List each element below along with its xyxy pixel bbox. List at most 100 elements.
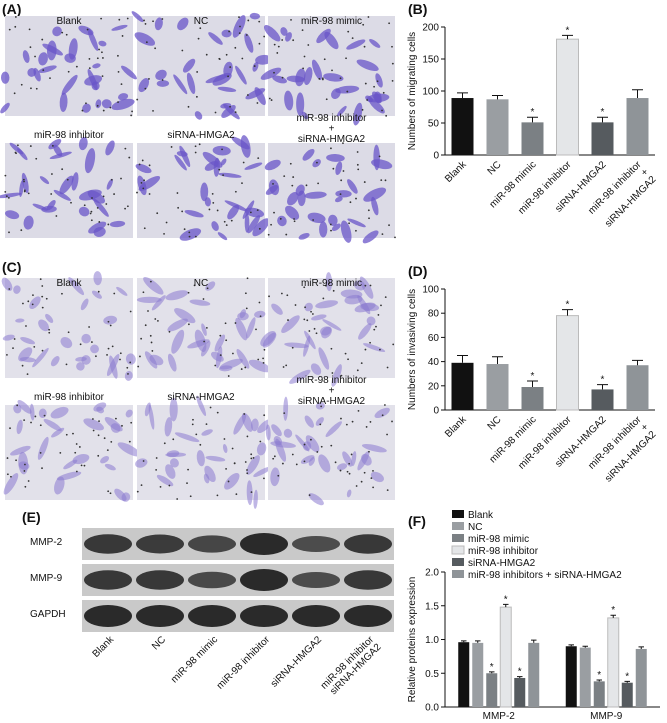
y-tick-label: 50 — [428, 119, 440, 130]
legend-swatch — [452, 534, 464, 542]
cell — [134, 32, 156, 46]
cell — [105, 140, 115, 156]
pore — [258, 227, 261, 230]
pore — [147, 310, 149, 312]
cell — [304, 302, 313, 312]
pore — [246, 469, 248, 471]
pore — [363, 181, 366, 183]
pore — [154, 318, 157, 320]
image-caption-line: miR-98 inhibitor — [296, 113, 367, 124]
cell — [318, 454, 331, 473]
pore — [291, 184, 294, 187]
pore — [306, 319, 309, 322]
pore — [90, 219, 93, 222]
pore — [79, 343, 82, 346]
cell — [54, 476, 65, 495]
y-tick-label: 20 — [428, 381, 440, 392]
cell — [233, 413, 247, 435]
micrograph — [131, 11, 272, 120]
cell — [265, 424, 271, 441]
pore — [117, 101, 119, 104]
cell — [304, 415, 314, 428]
pore — [216, 411, 219, 414]
bar — [607, 617, 620, 708]
cell — [370, 471, 384, 483]
cell — [93, 271, 102, 286]
pore — [102, 195, 105, 198]
image-caption: NC — [194, 278, 208, 289]
pore — [258, 301, 261, 304]
pore — [246, 94, 249, 96]
pore — [8, 28, 11, 31]
pore — [364, 82, 367, 85]
image-caption: miR-98 mimic — [301, 278, 362, 289]
pore — [272, 457, 275, 460]
image-caption-line: + — [329, 386, 335, 397]
cell — [15, 318, 25, 323]
pore — [308, 494, 311, 497]
pore — [61, 31, 64, 34]
cell — [325, 272, 333, 292]
cell — [46, 200, 56, 211]
blot-band — [136, 570, 184, 590]
pore — [355, 197, 357, 200]
cell — [125, 409, 133, 418]
pore — [128, 156, 131, 159]
y-tick-label: 1.0 — [425, 635, 439, 646]
pore — [285, 233, 288, 236]
cell — [322, 319, 342, 331]
pore — [244, 292, 247, 295]
pore — [97, 434, 100, 437]
image-caption: Blank — [56, 278, 82, 289]
cell — [335, 190, 352, 198]
image-caption-line: siRNA-HMGA2 — [167, 392, 235, 403]
cell — [109, 220, 126, 228]
pore — [256, 209, 259, 212]
pore — [23, 419, 26, 422]
cell — [61, 74, 78, 95]
pore — [363, 471, 366, 474]
cell — [75, 356, 87, 362]
pore — [31, 303, 34, 306]
lane-label-line: miR-98 mimic — [169, 634, 220, 685]
pore — [199, 27, 202, 30]
x-tick-label-line: NC — [486, 159, 504, 177]
cell — [201, 429, 213, 436]
pore — [381, 233, 384, 236]
cell — [88, 221, 107, 234]
image-caption-line: siRNA-HMGA2 — [298, 396, 366, 407]
pore — [219, 354, 222, 357]
pore — [191, 423, 194, 426]
significance: * — [601, 375, 605, 386]
cell — [248, 359, 271, 373]
image-caption-line: siRNA-HMGA2 — [167, 130, 235, 141]
lane-label-line: NC — [150, 634, 168, 652]
cell — [262, 332, 277, 348]
pore — [126, 205, 129, 208]
pore — [205, 53, 208, 56]
pore — [30, 421, 32, 424]
panel-label: (E) — [22, 509, 41, 525]
error-bar — [503, 603, 509, 608]
image-caption: miR-98 inhibitor + siRNA-HMGA2 — [296, 375, 367, 407]
cell — [50, 356, 60, 367]
pore — [346, 90, 349, 93]
cell — [252, 61, 259, 72]
lane-label-line: siRNA-HMGA2 — [269, 634, 325, 690]
cell — [50, 406, 69, 419]
cell — [38, 65, 57, 73]
pore — [23, 180, 25, 183]
cell — [235, 65, 247, 85]
blot-bg — [82, 600, 394, 632]
panel-label: (B) — [408, 1, 427, 17]
pore — [165, 221, 168, 224]
cell — [347, 179, 358, 194]
pore — [391, 420, 393, 423]
bar — [458, 642, 470, 707]
pore — [91, 197, 93, 199]
legend-label: Blank — [468, 510, 494, 521]
cell — [255, 54, 272, 65]
pore — [98, 48, 100, 51]
pore — [80, 464, 83, 467]
pore — [246, 472, 249, 475]
